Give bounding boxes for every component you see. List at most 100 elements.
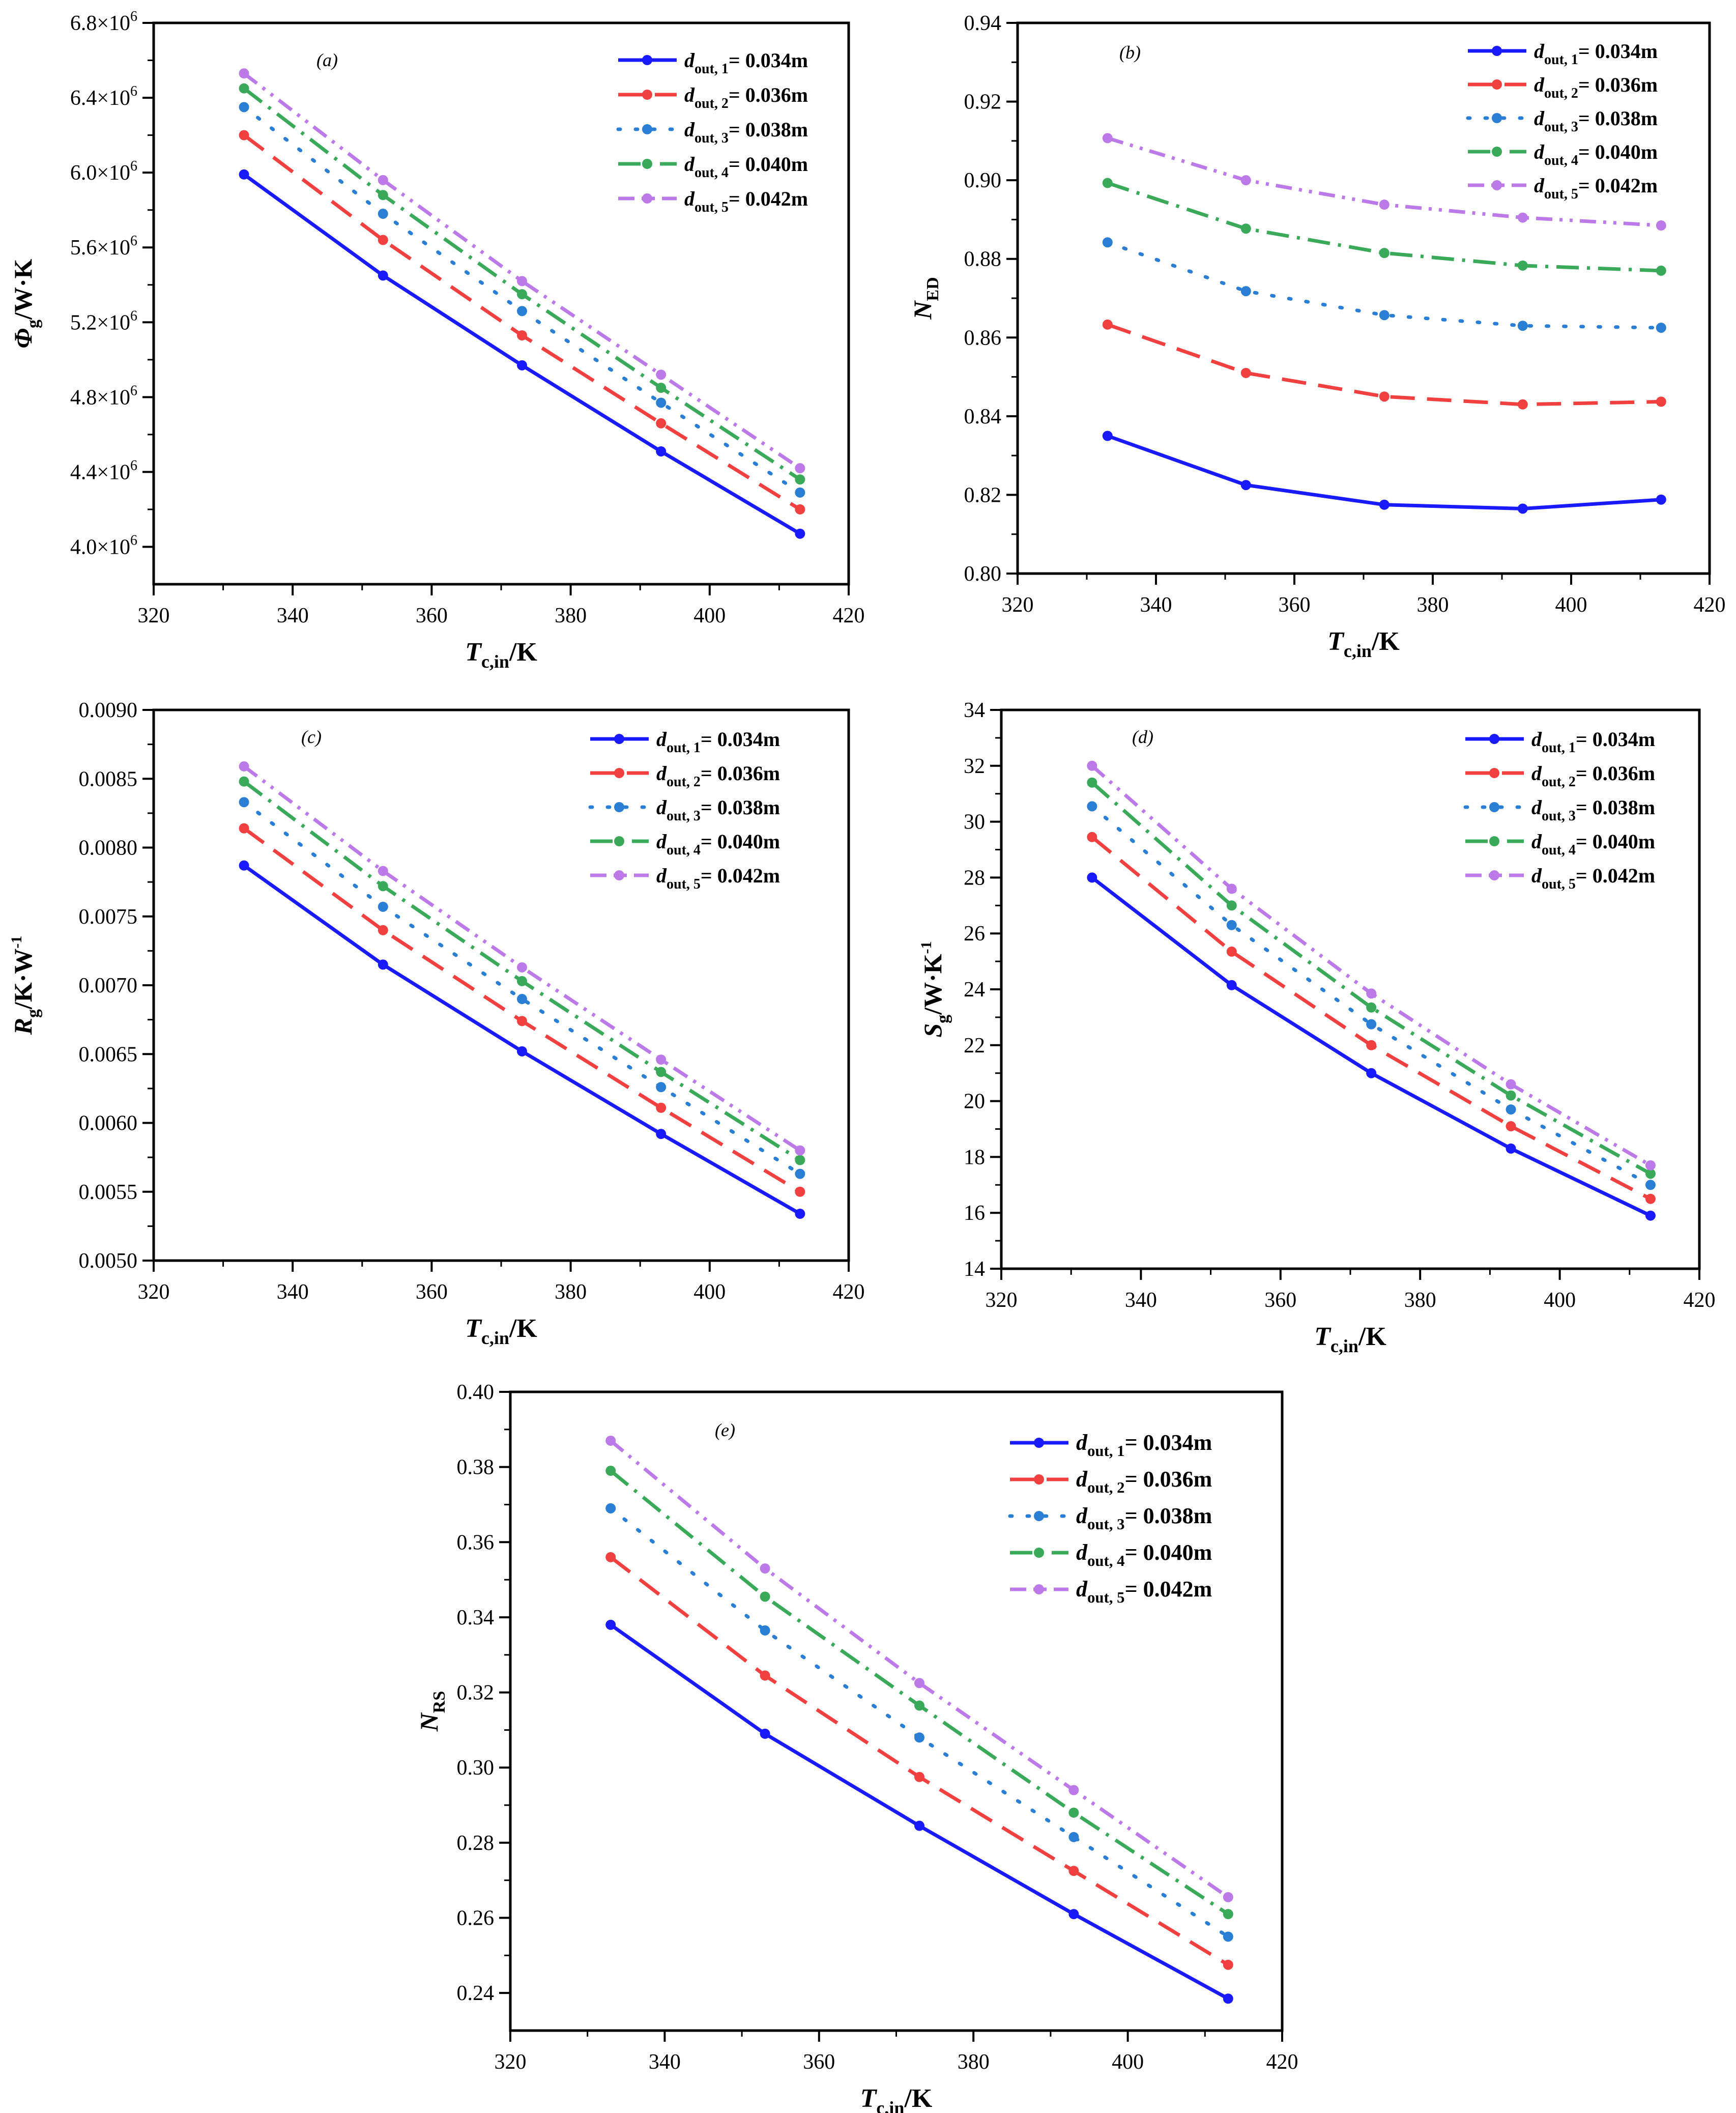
legend-marker [1492, 147, 1502, 157]
y-axis-label: Φg/W·K [9, 259, 43, 348]
y-tick-label: 0.40 [457, 1381, 495, 1404]
data-point [656, 1082, 667, 1093]
legend-marker [642, 90, 652, 100]
x-axis-label: Tc,in/K [860, 2084, 933, 2113]
y-tick-label: 0.82 [964, 483, 1002, 507]
data-point [1240, 286, 1251, 297]
data-point [1366, 1019, 1377, 1030]
data-point [1517, 321, 1528, 331]
y-tick-label: 0.80 [964, 562, 1002, 586]
y-tick-label: 0.0080 [79, 837, 138, 860]
y-tick-label: 4.8×106 [70, 383, 137, 409]
y-tick-label: 16 [964, 1202, 985, 1225]
y-tick-label: 0.0075 [79, 905, 138, 929]
y-tick-label: 14 [964, 1258, 985, 1281]
legend-marker [1489, 836, 1499, 846]
x-tick-label: 360 [416, 604, 448, 627]
legend-marker [1034, 1548, 1044, 1558]
series-line-1 [243, 173, 801, 535]
y-tick-label: 0.94 [964, 12, 1002, 35]
data-point [1068, 1807, 1079, 1818]
y-tick-label: 0.0085 [79, 767, 138, 791]
data-point [1068, 1785, 1079, 1795]
data-point [656, 1054, 667, 1065]
legend-label: dout, 3= 0.038m [1531, 796, 1655, 824]
data-point [1240, 175, 1251, 186]
data-point [239, 102, 249, 112]
y-tick-label: 24 [964, 978, 985, 1002]
data-point [1226, 900, 1237, 911]
data-point [605, 1466, 616, 1476]
y-axis-label: NED [908, 277, 942, 320]
y-tick-label: 0.88 [964, 248, 1002, 271]
x-tick-label: 380 [555, 604, 587, 627]
series-line-1 [243, 864, 801, 1216]
series-line-3 [1090, 804, 1653, 1187]
data-point [378, 175, 388, 185]
data-point [516, 976, 527, 986]
data-point [1506, 1090, 1516, 1101]
data-point [1379, 310, 1390, 321]
plot-frame [1016, 21, 1711, 575]
data-point [516, 330, 527, 341]
data-point [1068, 1909, 1079, 1920]
data-point [1645, 1168, 1656, 1179]
x-tick-label: 320 [986, 1289, 1018, 1312]
data-point [1645, 1193, 1656, 1204]
x-tick-label: 360 [1264, 1289, 1296, 1312]
chart-panel-4: 320 340 360 380 400 420 14 16 18 20 22 24 26 28 30 32 34… [918, 699, 1716, 1356]
y-tick-label: 32 [964, 755, 985, 778]
x-tick-label: 400 [1112, 2050, 1144, 2074]
x-tick-label: 320 [495, 2050, 527, 2074]
data-point [914, 1678, 925, 1689]
data-point [1240, 480, 1251, 491]
legend-marker [642, 159, 652, 169]
data-point [795, 1186, 805, 1197]
y-tick-label: 0.0065 [79, 1043, 138, 1066]
data-point [795, 528, 805, 539]
data-point [378, 270, 388, 281]
data-point [914, 1820, 925, 1831]
x-tick-label: 320 [1002, 593, 1034, 617]
data-point [795, 1209, 805, 1219]
y-tick-label: 6.4×106 [70, 83, 137, 110]
data-point [239, 797, 249, 808]
y-tick-label: 0.84 [964, 405, 1002, 429]
data-point [239, 83, 249, 94]
y-tick-label: 0.0050 [79, 1249, 138, 1273]
legend-marker [1489, 734, 1499, 744]
x-tick-label: 420 [833, 1280, 865, 1304]
data-point [1102, 178, 1113, 188]
x-tick-label: 320 [138, 1280, 170, 1304]
legend-marker [1034, 1584, 1044, 1594]
data-point [1656, 494, 1666, 505]
series-line-3 [242, 800, 802, 1176]
panel-label: (e) [715, 1420, 735, 1440]
legend-marker [1492, 113, 1502, 123]
data-point [1517, 503, 1528, 514]
data-point [1645, 1210, 1656, 1221]
data-point [1656, 396, 1666, 407]
data-point [239, 860, 249, 871]
x-tick-label: 380 [1417, 593, 1449, 617]
y-tick-label: 0.26 [457, 1907, 495, 1930]
data-point [605, 1435, 616, 1446]
data-point [516, 1016, 527, 1026]
y-tick-label: 0.28 [457, 1832, 495, 1855]
legend-label: dout, 2= 0.036m [1076, 1467, 1212, 1496]
chart-panel-5: 320 340 360 380 400 420 0.24 0.26 0.28 0.30 0.32 0.… [415, 1381, 1298, 2113]
data-point [378, 881, 388, 892]
series-line-1 [1107, 434, 1662, 511]
x-tick-label: 380 [958, 2050, 990, 2074]
y-tick-label: 22 [964, 1034, 985, 1058]
y-tick-label: 0.38 [457, 1456, 495, 1479]
legend-marker [1489, 768, 1499, 778]
data-point [914, 1700, 925, 1711]
data-point [795, 1155, 805, 1165]
legend-marker [1034, 1511, 1044, 1521]
x-tick-label: 360 [803, 2050, 835, 2074]
x-axis-label: Tc,in/K [1314, 1322, 1386, 1356]
data-point [1366, 1068, 1377, 1078]
y-tick-label: 0.0055 [79, 1181, 138, 1204]
data-point [1226, 883, 1237, 894]
